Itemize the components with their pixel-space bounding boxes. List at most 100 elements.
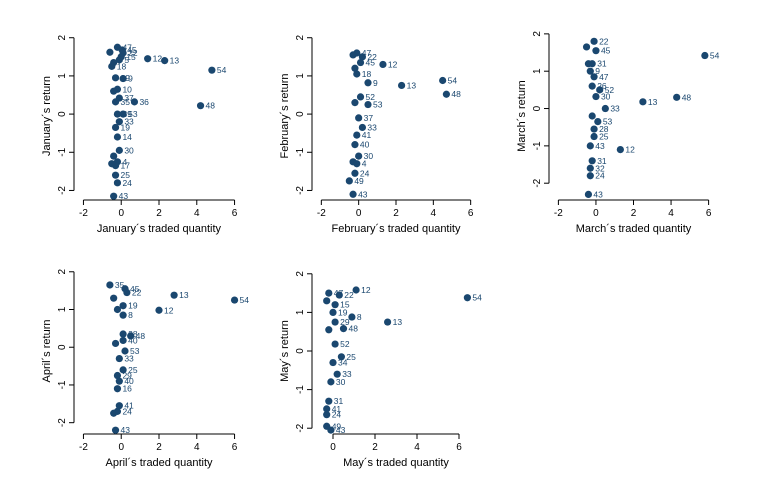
point-label: 43 <box>358 189 368 199</box>
data-point <box>230 296 239 304</box>
point-label: 13 <box>393 317 403 327</box>
data-point <box>111 98 120 106</box>
x-tick-label: -2 <box>317 208 326 219</box>
data-point <box>349 190 357 198</box>
point-label: 52 <box>340 339 350 349</box>
point-label: 33 <box>342 369 352 379</box>
point-label: 22 <box>132 288 142 298</box>
data-point <box>345 177 353 185</box>
point-label: 30 <box>601 92 611 102</box>
x-tick-label: 6 <box>232 208 238 219</box>
x-tick-label: 2 <box>631 208 637 219</box>
data-point <box>106 48 114 56</box>
data-point <box>592 92 600 101</box>
point-label: 31 <box>597 59 607 69</box>
point-label: 25 <box>599 132 609 142</box>
point-label: 48 <box>206 101 216 111</box>
point-label: 13 <box>179 290 189 300</box>
point-label: 19 <box>128 301 138 311</box>
x-tick-label: -2 <box>79 208 88 219</box>
data-point <box>586 67 594 75</box>
data-point <box>601 104 609 113</box>
point-label: 45 <box>127 45 137 55</box>
point-label: 37 <box>364 113 374 123</box>
data-point <box>108 160 116 168</box>
point-label: 43 <box>119 191 129 201</box>
data-point <box>144 55 152 63</box>
data-point <box>379 60 387 69</box>
point-label: 13 <box>407 80 417 90</box>
point-label: 52 <box>605 85 615 95</box>
data-point <box>110 294 118 302</box>
y-tick-label: -1 <box>295 147 306 156</box>
x-tick-label: 2 <box>156 442 162 453</box>
y-tick-label: -1 <box>532 141 543 150</box>
data-point <box>584 60 593 68</box>
data-point <box>110 152 118 160</box>
point-label: 16 <box>122 384 132 394</box>
point-label: 26 <box>597 81 607 91</box>
data-point <box>106 281 114 289</box>
data-point <box>119 74 127 83</box>
x-tick-label: 6 <box>456 442 462 453</box>
x-tick-label: 4 <box>414 442 420 453</box>
data-point <box>364 79 372 87</box>
data-point <box>115 146 123 154</box>
y-tick-label: 2 <box>295 271 306 277</box>
y-tick-label: 2 <box>57 35 68 41</box>
point-label: 45 <box>366 58 376 68</box>
data-point <box>349 51 357 59</box>
point-label: 15 <box>340 300 350 310</box>
data-point <box>590 132 598 141</box>
data-point <box>590 37 598 45</box>
y-axis-title: March´s return <box>516 80 528 152</box>
point-label: 40 <box>128 335 138 345</box>
data-point <box>442 90 450 98</box>
point-label: 19 <box>121 122 131 132</box>
data-point <box>348 313 356 321</box>
data-point <box>590 73 598 81</box>
data-point <box>356 58 365 67</box>
data-point <box>113 371 122 380</box>
point-label: 10 <box>122 84 132 94</box>
data-point <box>335 291 343 299</box>
point-label: 24 <box>122 178 132 188</box>
y-axis-title: January´s return <box>41 76 53 156</box>
data-point <box>639 98 647 106</box>
point-label: 19 <box>338 307 348 317</box>
y-axis-title: February´s return <box>279 74 291 159</box>
point-label: 4 <box>122 157 127 167</box>
point-label: 30 <box>336 377 346 387</box>
point-label: 12 <box>153 54 163 64</box>
data-point <box>352 286 360 294</box>
point-label: 53 <box>128 109 138 119</box>
point-label: 52 <box>366 92 376 102</box>
data-point <box>333 370 341 378</box>
data-point <box>108 62 116 70</box>
y-tick-label: 2 <box>295 35 306 41</box>
data-point <box>113 179 122 187</box>
point-label: 45 <box>601 46 611 56</box>
point-label: 22 <box>367 52 377 62</box>
point-label: 47 <box>599 72 609 82</box>
y-tick-label: -2 <box>57 418 68 427</box>
x-axis-title: February´s traded quantity <box>331 223 461 235</box>
y-tick-label: 1 <box>295 309 306 315</box>
point-label: 29 <box>340 317 350 327</box>
point-label: 39 <box>122 109 132 119</box>
x-tick-label: 6 <box>706 208 712 219</box>
y-tick-label: -2 <box>532 178 543 187</box>
data-point <box>339 325 348 333</box>
data-point <box>115 354 123 363</box>
point-label: 28 <box>599 124 609 134</box>
x-tick-label: 0 <box>118 442 124 453</box>
y-tick-label: 0 <box>57 111 68 117</box>
point-label: 54 <box>240 295 250 305</box>
point-label: 22 <box>128 48 138 58</box>
point-label: 17 <box>121 161 131 171</box>
data-point <box>123 288 131 297</box>
y-tick-label: -2 <box>295 423 306 432</box>
